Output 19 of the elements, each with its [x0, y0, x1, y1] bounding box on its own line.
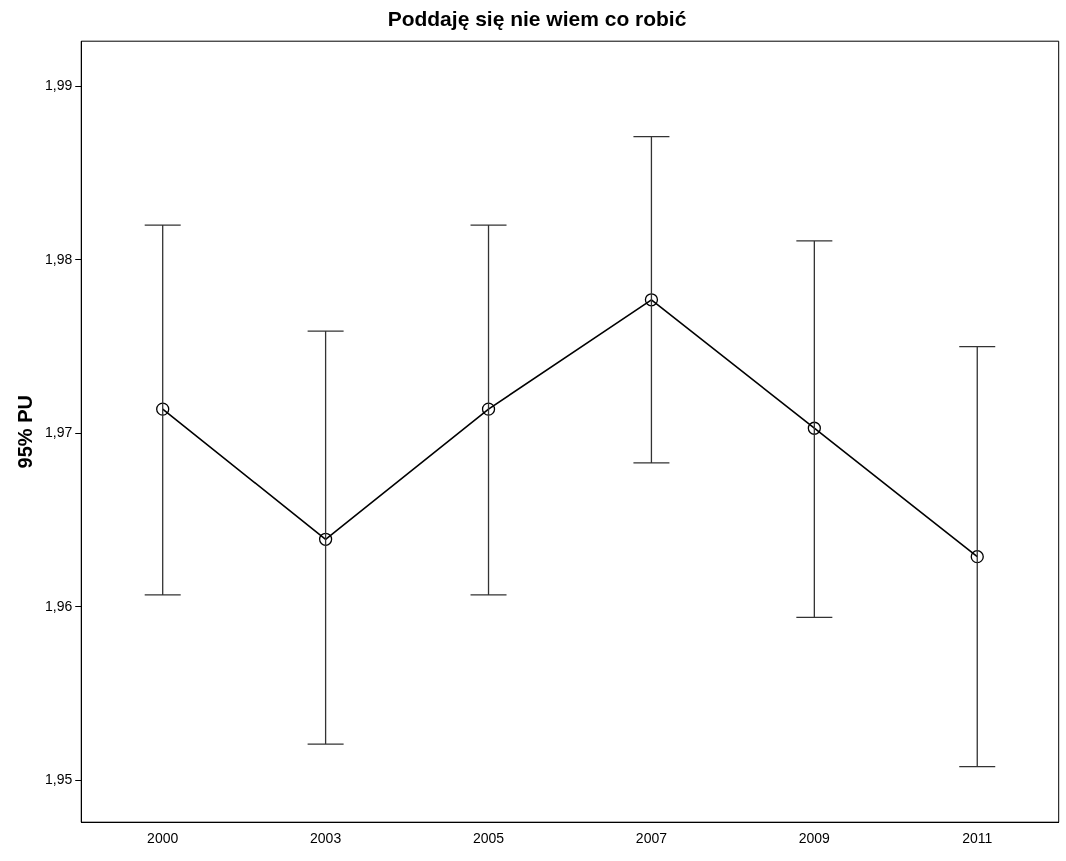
- point: [970, 550, 984, 564]
- point: [318, 532, 333, 546]
- x-tick-label: 2005: [472, 830, 505, 847]
- point: [156, 402, 170, 416]
- y-tick-label: 1,99: [45, 77, 73, 94]
- y-tick-label: 1,97: [45, 424, 73, 441]
- y-tick-label: 1,98: [45, 250, 73, 267]
- y-axis-title: 95% PU: [13, 395, 36, 469]
- point: [481, 402, 496, 416]
- x-tick-label: 2000: [147, 830, 179, 847]
- x-tick-label: 2003: [310, 830, 342, 847]
- y-tick-label: 1,96: [45, 597, 73, 614]
- x-tick-label: 2007: [635, 830, 668, 847]
- x-tick-label: 2009: [798, 830, 831, 847]
- x-tick-label: 2011: [962, 830, 993, 847]
- chart-title: Poddaję się nie wiem co robić: [387, 7, 687, 31]
- point: [807, 421, 821, 435]
- y-tick-label: 1,95: [45, 771, 73, 788]
- point: [644, 293, 659, 307]
